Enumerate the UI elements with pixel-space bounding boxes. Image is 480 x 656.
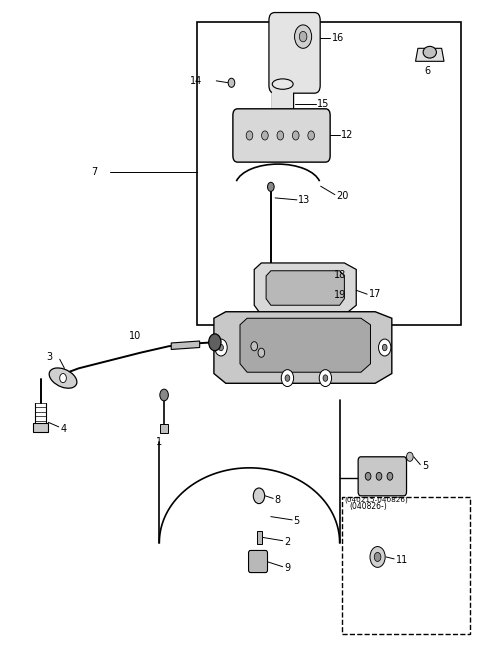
Circle shape bbox=[319, 369, 332, 386]
Circle shape bbox=[228, 78, 235, 87]
FancyBboxPatch shape bbox=[269, 12, 320, 93]
Polygon shape bbox=[171, 341, 200, 350]
FancyBboxPatch shape bbox=[358, 457, 407, 496]
Text: 15: 15 bbox=[317, 98, 330, 109]
Text: 3: 3 bbox=[47, 352, 53, 362]
Circle shape bbox=[281, 369, 294, 386]
Circle shape bbox=[379, 339, 391, 356]
Circle shape bbox=[300, 31, 307, 42]
Circle shape bbox=[292, 131, 299, 140]
Text: 17: 17 bbox=[369, 289, 381, 299]
Polygon shape bbox=[214, 312, 392, 383]
Text: (040826-): (040826-) bbox=[349, 502, 387, 512]
Circle shape bbox=[376, 472, 382, 480]
Text: 12: 12 bbox=[341, 131, 353, 140]
Circle shape bbox=[365, 472, 371, 480]
Ellipse shape bbox=[423, 47, 436, 58]
Polygon shape bbox=[254, 263, 356, 315]
FancyBboxPatch shape bbox=[233, 109, 330, 162]
Circle shape bbox=[387, 472, 393, 480]
Bar bbox=[197, 22, 461, 325]
Text: 4: 4 bbox=[60, 424, 66, 434]
Bar bbox=[257, 531, 262, 544]
Text: 10: 10 bbox=[129, 331, 141, 341]
Text: 9: 9 bbox=[284, 563, 290, 573]
Text: 6: 6 bbox=[424, 66, 430, 76]
Text: 19: 19 bbox=[334, 290, 346, 300]
Polygon shape bbox=[240, 318, 371, 372]
Ellipse shape bbox=[49, 368, 77, 388]
Ellipse shape bbox=[272, 118, 293, 129]
Polygon shape bbox=[416, 49, 444, 61]
Bar bbox=[342, 497, 470, 634]
Circle shape bbox=[219, 344, 223, 351]
Text: 1: 1 bbox=[156, 437, 162, 447]
FancyBboxPatch shape bbox=[249, 550, 267, 573]
Text: 5: 5 bbox=[294, 516, 300, 526]
Circle shape bbox=[277, 131, 284, 140]
Text: 16: 16 bbox=[332, 33, 344, 43]
Circle shape bbox=[209, 334, 221, 351]
Circle shape bbox=[246, 131, 253, 140]
Circle shape bbox=[295, 25, 312, 49]
Circle shape bbox=[309, 272, 318, 283]
Circle shape bbox=[251, 342, 258, 351]
Polygon shape bbox=[266, 271, 344, 305]
Text: 11: 11 bbox=[396, 555, 408, 565]
Circle shape bbox=[308, 131, 314, 140]
Circle shape bbox=[267, 182, 274, 192]
Circle shape bbox=[285, 375, 290, 381]
Bar bbox=[160, 424, 168, 434]
Text: 18: 18 bbox=[334, 270, 346, 279]
Bar bbox=[33, 423, 48, 432]
Text: 5: 5 bbox=[422, 461, 428, 471]
Text: (040215-040826): (040215-040826) bbox=[344, 497, 408, 503]
Text: 8: 8 bbox=[275, 495, 281, 504]
Circle shape bbox=[323, 375, 328, 381]
Circle shape bbox=[262, 131, 268, 140]
Bar bbox=[272, 84, 293, 123]
Circle shape bbox=[374, 552, 381, 562]
Circle shape bbox=[60, 373, 66, 382]
Ellipse shape bbox=[272, 79, 293, 89]
Text: 7: 7 bbox=[91, 167, 97, 177]
Text: 20: 20 bbox=[336, 191, 348, 201]
Text: 14: 14 bbox=[190, 76, 202, 86]
Circle shape bbox=[215, 339, 227, 356]
Text: 13: 13 bbox=[299, 195, 311, 205]
Circle shape bbox=[160, 389, 168, 401]
Circle shape bbox=[258, 348, 264, 358]
Circle shape bbox=[370, 546, 385, 567]
Circle shape bbox=[253, 488, 264, 504]
Circle shape bbox=[407, 452, 413, 461]
Circle shape bbox=[383, 344, 387, 351]
Text: 2: 2 bbox=[284, 537, 290, 547]
